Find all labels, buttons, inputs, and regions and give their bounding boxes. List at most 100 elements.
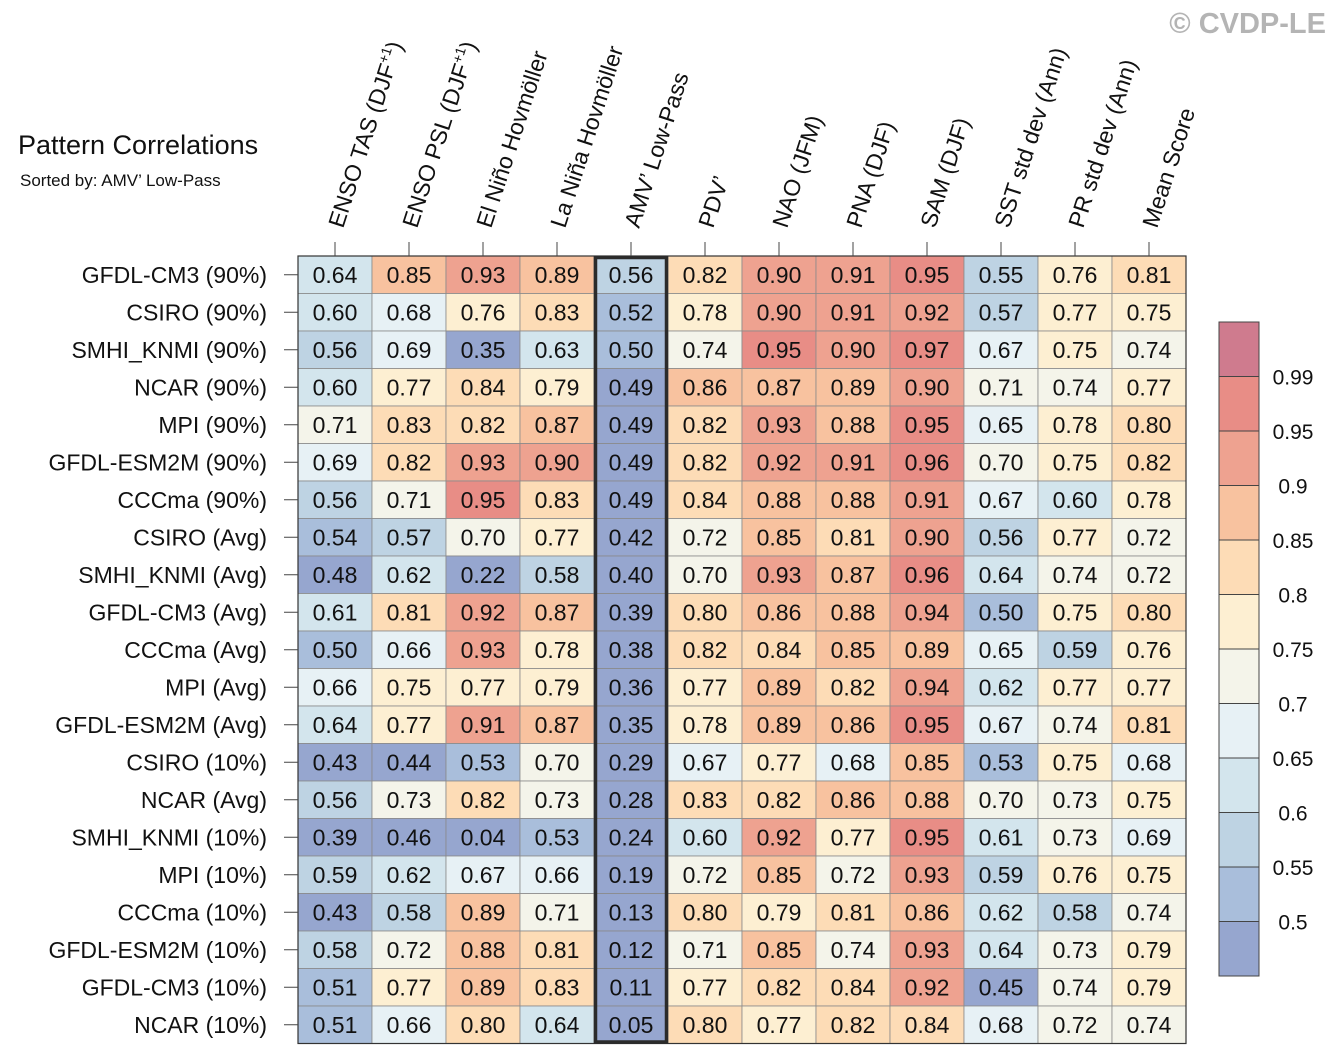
heatmap-cell — [815, 405, 891, 444]
heatmap-cell — [1111, 743, 1187, 782]
cell-value-label: 0.77 — [683, 974, 728, 1000]
cell-value-label: 0.50 — [313, 637, 358, 663]
cell-value-label: 0.50 — [609, 337, 654, 363]
heatmap-cell — [445, 630, 521, 669]
heatmap-cell — [371, 893, 447, 932]
heatmap-cell — [519, 555, 595, 594]
cell-value-label: 0.93 — [757, 562, 802, 588]
heatmap-cell — [889, 443, 965, 482]
heatmap-cell — [963, 518, 1039, 557]
heatmap-cell — [741, 818, 817, 857]
cell-value-label: 0.46 — [387, 824, 432, 850]
heatmap-cell — [741, 968, 817, 1007]
cell-value-label: 0.77 — [757, 1012, 802, 1038]
row-labels: GFDL-CM3 (90%) CSIRO (90%) SMHI_KNMI (90%)… — [48, 262, 298, 1038]
colorbar-tick-label: 0.85 — [1273, 530, 1314, 553]
colorbar-tick-label: 0.9 — [1278, 476, 1307, 499]
cell-value-label: 0.60 — [683, 824, 728, 850]
heatmap-cell — [519, 780, 595, 819]
heatmap-cell — [519, 480, 595, 519]
heatmap-cell — [1037, 293, 1113, 332]
cell-value-label: 0.89 — [461, 974, 506, 1000]
watermark: © CVDP-LE — [1169, 8, 1326, 40]
cell-value-label: 0.68 — [831, 749, 876, 775]
cell-value-label: 0.74 — [1053, 712, 1098, 738]
cell-value-label: 0.79 — [1127, 937, 1172, 963]
cell-value-label: 0.66 — [387, 637, 432, 663]
cell-value-label: 0.77 — [1127, 374, 1172, 400]
heatmap-cell — [371, 593, 447, 632]
row-label: SMHI_KNMI (90%) — [71, 337, 267, 363]
colorbar-tick-label: 0.95 — [1273, 421, 1314, 444]
heatmap-cell — [1037, 593, 1113, 632]
row-label: GFDL-ESM2M (Avg) — [55, 712, 267, 738]
heatmap-cell — [741, 780, 817, 819]
heatmap-cell — [963, 630, 1039, 669]
heatmap-cell — [667, 705, 743, 744]
colorbar-swatch — [1219, 758, 1259, 813]
cell-value-label: 0.78 — [1053, 412, 1098, 438]
cell-value-label: 0.24 — [609, 824, 654, 850]
cell-value-label: 0.75 — [1053, 599, 1098, 625]
heatmap-cell — [297, 480, 373, 519]
heatmap-cell — [667, 893, 743, 932]
cell-value-label: 0.58 — [387, 899, 432, 925]
cell-value-label: 0.71 — [313, 412, 358, 438]
heatmap-cell — [593, 855, 669, 894]
heatmap-cell — [445, 405, 521, 444]
cell-value-label: 0.83 — [683, 787, 728, 813]
heatmap-cell — [1037, 668, 1113, 707]
row-label: SMHI_KNMI (Avg) — [78, 562, 267, 588]
heatmap-cell — [297, 255, 373, 294]
heatmap-cell — [1037, 630, 1113, 669]
heatmap-cell — [741, 1005, 817, 1044]
cell-value-label: 0.54 — [313, 524, 358, 550]
cell-value-label: 0.89 — [461, 899, 506, 925]
cell-value-label: 0.75 — [1053, 337, 1098, 363]
colorbar-swatch — [1219, 812, 1259, 867]
cell-value-label: 0.88 — [831, 599, 876, 625]
colorbar-tick-label: 0.65 — [1273, 748, 1314, 771]
cell-value-label: 0.84 — [461, 374, 506, 400]
cell-value-label: 0.19 — [609, 862, 654, 888]
cell-value-label: 0.86 — [905, 899, 950, 925]
cell-value-label: 0.82 — [683, 637, 728, 663]
cell-value-label: 0.81 — [1127, 712, 1172, 738]
column-label: ENSO TAS (DJF+1) — [322, 38, 408, 231]
heatmap-cell — [741, 480, 817, 519]
cell-value-label: 0.82 — [683, 262, 728, 288]
cell-value-label: 0.77 — [831, 824, 876, 850]
cell-value-label: 0.90 — [831, 337, 876, 363]
cell-value-label: 0.89 — [905, 637, 950, 663]
heatmap-cell — [593, 743, 669, 782]
cell-value-label: 0.81 — [831, 524, 876, 550]
heatmap-cell — [741, 668, 817, 707]
column-label: NAO (JFM) — [767, 112, 828, 231]
heatmap-cell — [1037, 368, 1113, 407]
column-label: AMV’ Low-Pass — [619, 69, 694, 231]
heatmap-cell — [1111, 555, 1187, 594]
cell-value-label: 0.53 — [535, 824, 580, 850]
cell-value-label: 0.92 — [757, 824, 802, 850]
cell-value-label: 0.48 — [313, 562, 358, 588]
cell-value-label: 0.45 — [979, 974, 1024, 1000]
cell-value-label: 0.77 — [387, 974, 432, 1000]
heatmap-cell — [593, 480, 669, 519]
heatmap-cell — [593, 705, 669, 744]
heatmap-cell — [519, 968, 595, 1007]
cell-value-label: 0.90 — [905, 524, 950, 550]
heatmap-cell — [297, 818, 373, 857]
cell-value-label: 0.80 — [1127, 412, 1172, 438]
heatmap-cell — [815, 555, 891, 594]
heatmap-cell — [963, 930, 1039, 969]
heatmap-cell — [963, 780, 1039, 819]
cell-value-label: 0.87 — [535, 412, 580, 438]
cell-value-label: 0.83 — [535, 299, 580, 325]
heatmap-cell — [741, 330, 817, 369]
cell-value-label: 0.85 — [757, 862, 802, 888]
heatmap-cell — [963, 668, 1039, 707]
cell-value-label: 0.82 — [757, 787, 802, 813]
cell-value-label: 0.85 — [757, 937, 802, 963]
cell-value-label: 0.56 — [609, 262, 654, 288]
heatmap-cell — [519, 930, 595, 969]
